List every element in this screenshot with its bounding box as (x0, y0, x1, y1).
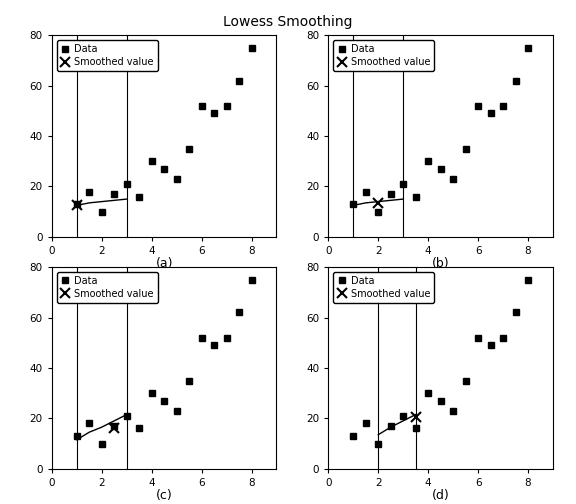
X-axis label: (a): (a) (156, 258, 173, 270)
Legend: Data, Smoothed value: Data, Smoothed value (56, 272, 158, 303)
Data (123, 181, 130, 187)
Data (198, 103, 205, 109)
Data (487, 342, 494, 348)
Line: Data: Data (74, 277, 254, 447)
Legend: Data, Smoothed value: Data, Smoothed value (333, 40, 434, 71)
Data (98, 440, 105, 447)
Data (387, 191, 394, 197)
Data (425, 390, 431, 396)
X-axis label: (b): (b) (432, 258, 449, 270)
Data (73, 433, 80, 439)
Data (236, 78, 242, 84)
Data (362, 188, 369, 195)
Data (223, 103, 230, 109)
Line: Data: Data (351, 277, 530, 447)
Line: Data: Data (351, 45, 530, 215)
Data (185, 146, 192, 152)
Data (198, 335, 205, 341)
Data (450, 408, 457, 414)
Data (161, 166, 168, 172)
Data (161, 398, 168, 404)
Data (211, 110, 218, 116)
Data (185, 377, 192, 384)
Legend: Data, Smoothed value: Data, Smoothed value (56, 40, 158, 71)
Data (350, 201, 357, 207)
Data (525, 45, 532, 51)
X-axis label: (c): (c) (156, 489, 173, 502)
Data (148, 158, 155, 164)
Data (223, 335, 230, 341)
Data (248, 45, 255, 51)
Data (362, 420, 369, 426)
Data (512, 78, 519, 84)
Data (73, 201, 80, 207)
X-axis label: (d): (d) (432, 489, 449, 502)
Line: Data: Data (74, 45, 254, 215)
Data (499, 103, 506, 109)
Data (475, 103, 482, 109)
Data (211, 342, 218, 348)
Data (375, 209, 382, 215)
Data (136, 194, 143, 200)
Legend: Data, Smoothed value: Data, Smoothed value (333, 272, 434, 303)
Data (111, 423, 118, 429)
Data (123, 413, 130, 419)
Data (450, 176, 457, 182)
Data (400, 181, 407, 187)
Data (462, 146, 469, 152)
Data (462, 377, 469, 384)
Data (499, 335, 506, 341)
Data (173, 176, 180, 182)
Data (111, 191, 118, 197)
Data (350, 433, 357, 439)
Data (437, 398, 444, 404)
Data (375, 440, 382, 447)
Data (86, 188, 93, 195)
Data (98, 209, 105, 215)
Data (86, 420, 93, 426)
Data (400, 413, 407, 419)
Data (487, 110, 494, 116)
Text: Lowess Smoothing: Lowess Smoothing (223, 15, 353, 29)
Data (248, 277, 255, 283)
Data (437, 166, 444, 172)
Data (236, 309, 242, 316)
Data (173, 408, 180, 414)
Data (412, 425, 419, 431)
Data (148, 390, 155, 396)
Data (412, 194, 419, 200)
Data (512, 309, 519, 316)
Data (525, 277, 532, 283)
Data (475, 335, 482, 341)
Data (136, 425, 143, 431)
Data (387, 423, 394, 429)
Data (425, 158, 431, 164)
